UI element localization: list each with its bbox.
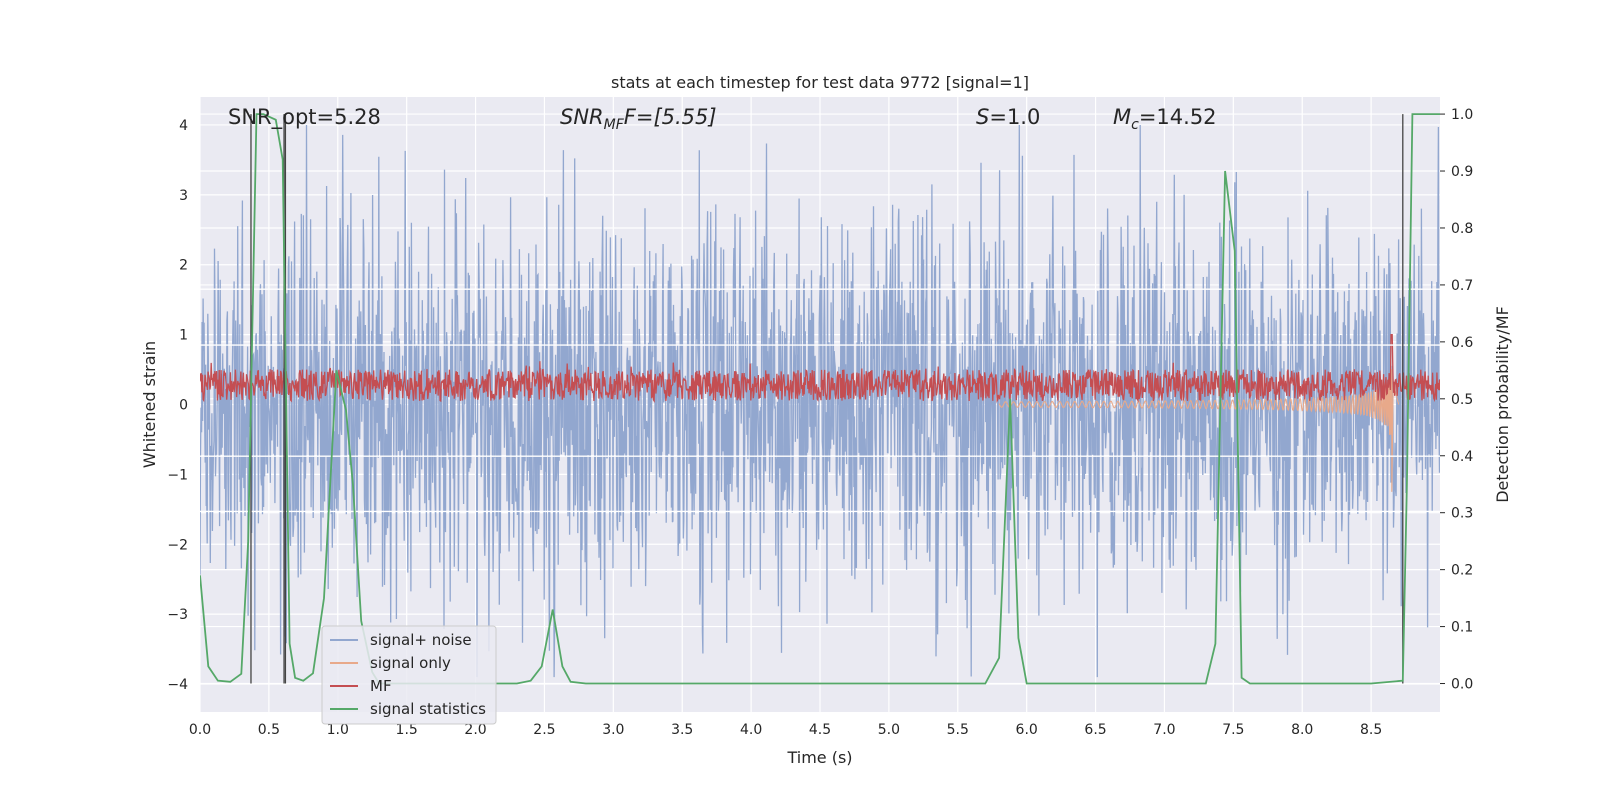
signal-only-line bbox=[998, 369, 1400, 492]
x-tick-label: 6.5 bbox=[1084, 722, 1106, 738]
x-tick-label: 2.0 bbox=[464, 722, 486, 738]
legend-box bbox=[321, 625, 497, 725]
annotation-mc: Mc=14.52 bbox=[1113, 105, 1217, 133]
signal-only-series bbox=[998, 369, 1400, 492]
x-tick-label: 6.0 bbox=[1016, 722, 1038, 738]
y-tick-label-right: 0.5 bbox=[1451, 392, 1473, 408]
annotation-snr-mf-name: SNR bbox=[560, 105, 604, 129]
y-tick-label-right: 0.2 bbox=[1451, 563, 1473, 579]
annotation-mc-sub: c bbox=[1131, 117, 1139, 133]
mf-series bbox=[200, 333, 1440, 404]
x-tick-label: 3.5 bbox=[671, 722, 693, 738]
y-tick-label-left: 4 bbox=[179, 118, 188, 134]
y-tick-label-right: 0.7 bbox=[1451, 278, 1473, 294]
annotation-snr-mf-sub: MF bbox=[604, 117, 625, 133]
y-tick-label-left: −3 bbox=[167, 607, 188, 623]
y-tick-label-left: 3 bbox=[179, 188, 188, 204]
tick-labels: 0.0 0.5 1.0 1.5 2.0 2.5 3.0 3.5 4.0 4.5 5.0 5.5 6.0 6… bbox=[167, 107, 1473, 738]
y-tick-label-left: −2 bbox=[167, 537, 188, 553]
y-tick-label-right: 0.9 bbox=[1451, 164, 1473, 180]
x-tick-label: 5.5 bbox=[947, 722, 969, 738]
band-lines bbox=[200, 288, 1440, 513]
annotation-mc-rest: =14.52 bbox=[1139, 105, 1217, 129]
x-tick-label: 4.0 bbox=[740, 722, 762, 738]
x-tick-label: 0.0 bbox=[189, 722, 211, 738]
annotation-snr-opt: SNR_opt=5.28 bbox=[228, 105, 381, 130]
y-axis-label-left: Whitened strain bbox=[140, 341, 159, 468]
annotation-snr-mf: SNRMFF=[5.55] bbox=[560, 105, 717, 133]
y-tick-label-right: 0.8 bbox=[1451, 221, 1473, 237]
chart-title: stats at each timestep for test data 977… bbox=[611, 73, 1029, 92]
x-tick-label: 7.0 bbox=[1153, 722, 1175, 738]
annotation-s: S=1.0 bbox=[976, 105, 1040, 129]
annotation-s-name: S bbox=[976, 105, 989, 129]
x-tick-label: 1.0 bbox=[327, 722, 349, 738]
signal-statistics-series bbox=[200, 113, 1440, 685]
annotation-s-rest: =1.0 bbox=[989, 105, 1040, 129]
y-tick-label-right: 0.1 bbox=[1451, 620, 1473, 636]
y-tick-label-right: 0.6 bbox=[1451, 335, 1473, 351]
x-tick-label: 8.5 bbox=[1360, 722, 1382, 738]
x-tick-label: 2.5 bbox=[533, 722, 555, 738]
y-tick-label-left: 0 bbox=[179, 398, 188, 414]
y-tick-label-right: 1.0 bbox=[1451, 107, 1473, 123]
signal-noise-series bbox=[200, 124, 1440, 678]
x-tick-label: 7.5 bbox=[1222, 722, 1244, 738]
signal-noise-line bbox=[200, 124, 1440, 678]
x-tick-label: 4.5 bbox=[809, 722, 831, 738]
x-axis-label: Time (s) bbox=[786, 748, 852, 767]
legend: signal+ noise signal only MF signal stat… bbox=[321, 625, 497, 725]
signal-statistics-line bbox=[200, 113, 1440, 685]
y-tick-label-right: 0.3 bbox=[1451, 506, 1473, 522]
y-tick-label-left: −1 bbox=[167, 467, 188, 483]
y-tick-label-right: 0.0 bbox=[1451, 677, 1473, 693]
y-tick-label-left: 1 bbox=[179, 328, 188, 344]
y-tick-label-left: 2 bbox=[179, 258, 188, 274]
y-axis-label-right: Detection probability/MF bbox=[1493, 306, 1512, 503]
x-tick-label: 0.5 bbox=[258, 722, 280, 738]
x-tick-label: 3.0 bbox=[602, 722, 624, 738]
annotation-snr-mf-rest: F=[5.55] bbox=[624, 105, 717, 129]
legend-label-signal-statistics: signal statistics bbox=[370, 700, 486, 718]
annotation-mc-name: M bbox=[1113, 105, 1131, 129]
legend-label-signal-only: signal only bbox=[370, 654, 451, 672]
legend-label-signal-noise: signal+ noise bbox=[370, 631, 472, 649]
mf-line bbox=[200, 333, 1440, 404]
y-tick-label-right: 0.4 bbox=[1451, 449, 1473, 465]
legend-label-mf: MF bbox=[370, 677, 392, 695]
x-tick-label: 5.0 bbox=[878, 722, 900, 738]
x-tick-label: 8.0 bbox=[1291, 722, 1313, 738]
x-tick-label: 1.5 bbox=[396, 722, 418, 738]
y-tick-label-left: −4 bbox=[167, 677, 188, 693]
